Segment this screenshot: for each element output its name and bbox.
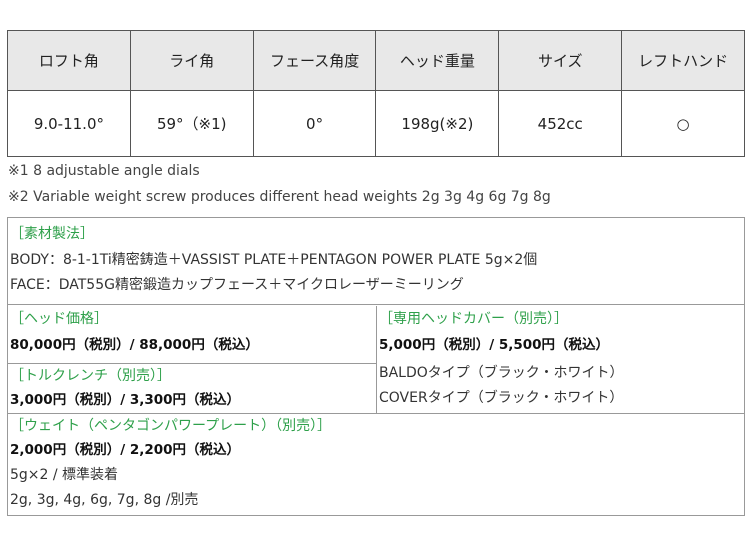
note-2: ※2 Variable weight screw produces differ… — [8, 189, 551, 205]
torque-wrench-heading: ［トルクレンチ（別売）］ — [10, 368, 171, 384]
head-price-heading: ［ヘッド価格］ — [10, 311, 108, 327]
materials-section: ［素材製法］ BODY：8-1-1Ti精密鋳造＋VASSIST PLATE＋PE… — [8, 224, 744, 305]
value-face-angle: 0° — [252, 90, 377, 157]
header-face-angle: フェース角度 — [252, 30, 377, 91]
header-head-weight: ヘッド重量 — [375, 30, 500, 91]
header-left-hand: レフトハンド — [621, 30, 745, 91]
head-cover-section: ［専用ヘッドカバー（別売）］ 5,000円（税別）/ 5,500円（税込） BA… — [377, 306, 744, 414]
spec-header-row: ロフト角 ライ角 フェース角度 ヘッド重量 サイズ レフトハンド — [7, 30, 745, 91]
details-box: ［素材製法］ BODY：8-1-1Ti精密鋳造＋VASSIST PLATE＋PE… — [7, 217, 745, 516]
value-loft: 9.0-11.0° — [7, 90, 131, 157]
weight-heading: ［ウェイト（ペンタゴンパワープレート）（別売）］ — [10, 418, 332, 434]
note-1: ※1 8 adjustable angle dials — [8, 163, 200, 179]
value-size: 452cc — [498, 90, 623, 157]
materials-face: FACE：DAT55G精密鍛造カップフェース＋マイクロレーザーミーリング — [10, 277, 464, 293]
head-cover-price: 5,000円（税別）/ 5,500円（税込） — [379, 337, 610, 353]
header-lie: ライ角 — [129, 30, 254, 91]
weight-section: ［ウェイト（ペンタゴンパワープレート）（別売）］ 2,000円（税別）/ 2,2… — [8, 415, 744, 515]
value-left-hand: ○ — [621, 90, 745, 157]
weight-standard: 5g×2 / 標準装着 — [10, 467, 119, 483]
value-head-weight: 198g(※2) — [375, 90, 500, 157]
head-cover-heading: ［専用ヘッドカバー（別売）］ — [379, 311, 568, 327]
head-cover-baldo: BALDOタイプ（ブラック・ホワイト） — [379, 365, 624, 381]
head-price-section: ［ヘッド価格］ 80,000円（税別）/ 88,000円（税込） — [8, 306, 377, 364]
header-size: サイズ — [498, 30, 623, 91]
materials-heading: ［素材製法］ — [10, 226, 94, 242]
torque-wrench-price: 3,000円（税別）/ 3,300円（税込） — [10, 392, 241, 408]
spec-value-row: 9.0-11.0° 59°（※1) 0° 198g(※2) 452cc ○ — [7, 90, 745, 157]
weight-options: 2g, 3g, 4g, 6g, 7g, 8g /別売 — [10, 492, 199, 508]
head-price-value: 80,000円（税別）/ 88,000円（税込） — [10, 337, 259, 353]
header-loft: ロフト角 — [7, 30, 131, 91]
weight-price: 2,000円（税別）/ 2,200円（税込） — [10, 442, 241, 458]
spec-table: ロフト角 ライ角 フェース角度 ヘッド重量 サイズ レフトハンド 9.0-11.… — [7, 30, 745, 157]
materials-body: BODY：8-1-1Ti精密鋳造＋VASSIST PLATE＋PENTAGON … — [10, 252, 538, 268]
value-lie: 59°（※1) — [129, 90, 254, 157]
torque-wrench-section: ［トルクレンチ（別売）］ 3,000円（税別）/ 3,300円（税込） — [8, 364, 377, 414]
head-cover-cover: COVERタイプ（ブラック・ホワイト） — [379, 390, 624, 406]
